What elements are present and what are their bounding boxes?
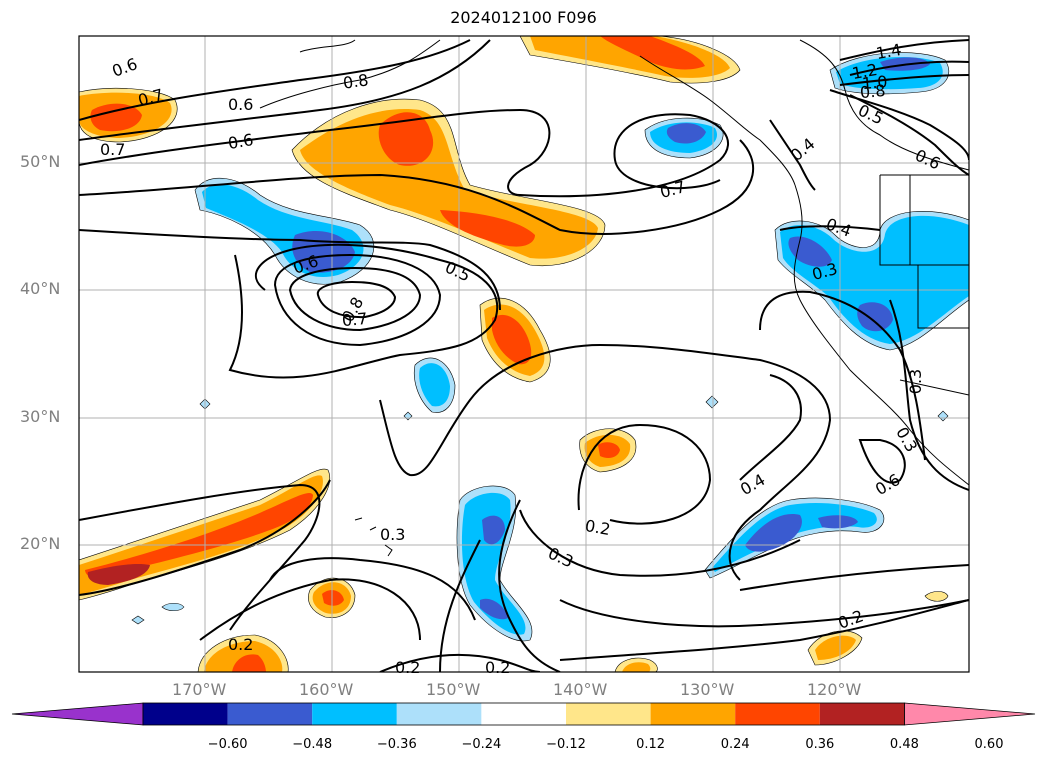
lon-label-170w: 170°W xyxy=(172,680,227,699)
colorbar-tick-label: −0.12 xyxy=(546,737,586,752)
contour-label: 0.8 xyxy=(859,80,887,103)
contour-label: 0.6 xyxy=(228,95,254,114)
colorbar-extend-low xyxy=(11,702,144,726)
lat-label-30n: 30°N xyxy=(20,407,61,426)
colorbar xyxy=(11,702,1036,726)
colorbar-segment xyxy=(396,703,482,725)
colorbar-tick-label: 0.12 xyxy=(636,737,666,752)
lon-label-130w: 130°W xyxy=(680,680,735,699)
lon-label-120w: 120°W xyxy=(807,680,862,699)
contour-label: 0.2 xyxy=(395,658,421,677)
colorbar-tick-label: −0.60 xyxy=(207,737,248,752)
colorbar-extend-high xyxy=(904,702,1036,726)
lat-label-20n: 20°N xyxy=(20,534,61,553)
colorbar-segment xyxy=(227,703,313,725)
colorbar-segment xyxy=(735,703,820,725)
colorbar-tick-label: −0.24 xyxy=(461,737,502,752)
contour-label: 0.7 xyxy=(341,308,369,331)
lat-label-40n: 40°N xyxy=(20,279,61,298)
colorbar-segment xyxy=(819,703,905,725)
shaded-anomalies xyxy=(79,36,969,672)
colorbar-tick-label: 0.60 xyxy=(974,737,1004,752)
graticule xyxy=(79,36,969,672)
colorbar-segment xyxy=(143,703,228,725)
colorbar-segment xyxy=(312,703,397,725)
coastlines xyxy=(259,39,969,557)
contour-label: 0.3 xyxy=(906,368,926,395)
colorbar-segment xyxy=(566,703,651,725)
map-frame xyxy=(78,35,970,673)
colorbar-segment xyxy=(650,703,736,725)
colorbar-frame xyxy=(142,702,905,726)
lon-label-150w: 150°W xyxy=(426,680,481,699)
contour-label: 0.3 xyxy=(380,525,406,544)
map-title: 2024012100 F096 xyxy=(450,8,597,27)
contour-label: 0.2 xyxy=(228,635,254,654)
colorbar-tick-label: 0.48 xyxy=(889,737,919,752)
lat-label-50n: 50°N xyxy=(20,152,61,171)
positive-anomaly-fill xyxy=(79,36,949,672)
contour-lines xyxy=(79,39,969,672)
colorbar-tick-label: −0.48 xyxy=(292,737,333,752)
lon-label-160w: 160°W xyxy=(299,680,354,699)
colorbar-tick-label: 0.24 xyxy=(720,737,750,752)
lon-label-140w: 140°W xyxy=(553,680,608,699)
colorbar-tick-label: 0.36 xyxy=(805,737,835,752)
contour-label: 0.7 xyxy=(100,140,126,159)
contour-label: 0.2 xyxy=(485,658,511,677)
colorbar-segment xyxy=(481,703,566,725)
colorbar-tick-label: −0.36 xyxy=(376,737,417,752)
contour-label: 0.8 xyxy=(341,70,370,93)
